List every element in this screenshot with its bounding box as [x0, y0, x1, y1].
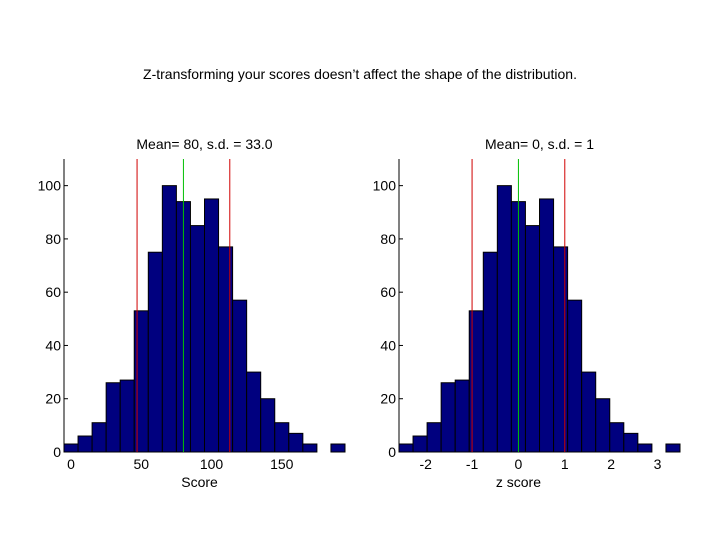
x-tick-label: 100	[200, 456, 224, 472]
chart-title: Mean= 0, s.d. = 1	[485, 136, 594, 152]
histogram-bar	[232, 299, 248, 453]
y-tick-label: 20	[45, 391, 61, 407]
histogram-bar	[553, 246, 569, 453]
histogram-bar	[665, 443, 681, 453]
histogram-bar	[454, 379, 470, 453]
y-tick-label: 0	[388, 444, 396, 460]
y-tick-label: 60	[380, 284, 396, 300]
histogram-bar	[302, 443, 318, 453]
histogram-bar	[440, 382, 456, 453]
x-tick-label: 0	[515, 456, 523, 472]
x-tick-label: 1	[561, 456, 569, 472]
histogram-bar	[468, 310, 484, 453]
histogram-panel-1: Mean= 80, s.d. = 33.0 0 20 40 60 80 100 0 50 100 1…	[38, 136, 346, 490]
histogram-bar	[63, 443, 79, 453]
y-tick-label: 0	[53, 444, 61, 460]
histogram-bar	[330, 443, 346, 453]
x-tick-label: -1	[466, 456, 479, 472]
histogram-bar	[133, 310, 149, 453]
histogram-bar	[246, 371, 262, 453]
histogram-bar	[581, 371, 597, 453]
histogram-bar	[637, 443, 653, 453]
x-tick-label: 0	[67, 456, 75, 472]
histogram-bar	[567, 299, 583, 453]
histogram-bar	[204, 198, 220, 453]
histogram-bar	[77, 435, 93, 453]
y-tick-label: 40	[45, 337, 61, 353]
chart-title: Mean= 80, s.d. = 33.0	[136, 136, 272, 152]
y-tick-label: 20	[380, 391, 396, 407]
y-tick-label: 80	[45, 231, 61, 247]
x-tick-label: -2	[419, 456, 432, 472]
x-axis-label: z score	[496, 474, 541, 490]
histogram-bar	[623, 432, 639, 453]
histogram-bar	[482, 251, 498, 453]
histogram-bar	[218, 246, 234, 453]
histogram-bar	[412, 435, 428, 453]
slide-title: Z-transforming your scores doesn’t affec…	[143, 66, 577, 82]
histogram-bar	[496, 185, 512, 453]
histogram-bar	[595, 398, 611, 453]
histogram-bar	[398, 443, 414, 453]
histogram-bar	[426, 422, 442, 453]
histogram-bar	[609, 422, 625, 453]
x-tick-label: 50	[133, 456, 149, 472]
x-tick-label: 2	[607, 456, 615, 472]
x-tick-label: 150	[270, 456, 294, 472]
histogram-bar	[105, 382, 121, 453]
histogram-bar	[189, 225, 205, 453]
histogram-bar	[91, 422, 107, 453]
histogram-bar	[161, 185, 177, 453]
y-tick-label: 100	[373, 178, 397, 194]
histogram-bar	[147, 251, 163, 453]
y-tick-label: 60	[45, 284, 61, 300]
histogram-bar	[274, 422, 290, 453]
y-tick-label: 100	[38, 178, 62, 194]
histogram-bar	[260, 398, 276, 453]
y-tick-label: 80	[380, 231, 396, 247]
histogram-bar	[539, 198, 555, 453]
histogram-bar	[288, 432, 304, 453]
histogram-bar	[524, 225, 541, 453]
x-axis-label: Score	[181, 474, 218, 490]
x-tick-label: 3	[654, 456, 662, 472]
histogram-panel-2: Mean= 0, s.d. = 1 0 20 40 60 80 100 -2 -1 0 1 2 3 z s…	[373, 136, 681, 490]
y-tick-label: 40	[380, 337, 396, 353]
histogram-bar	[119, 379, 135, 453]
